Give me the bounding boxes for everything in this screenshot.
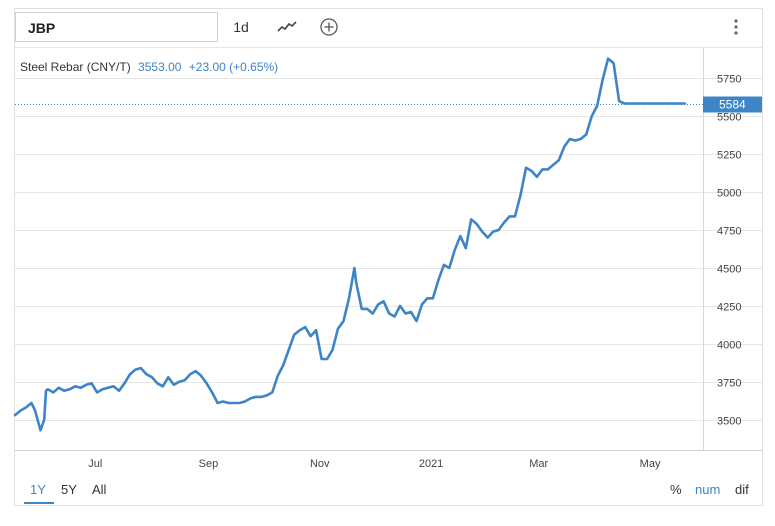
add-indicator-button[interactable] <box>316 14 342 40</box>
bottom-controls: 1Y 5Y All % num dif <box>14 476 763 506</box>
range-all-button[interactable]: All <box>92 482 107 497</box>
line-chart-button[interactable] <box>274 14 300 40</box>
legend-value: 3553.00 <box>138 60 182 74</box>
chart-toolbar <box>14 8 763 48</box>
symbol-text: JBP <box>28 20 56 36</box>
plus-circle-icon <box>320 18 338 36</box>
legend-series-name: Steel Rebar (CNY/T) <box>20 60 131 74</box>
range-1y-button[interactable]: 1Y <box>30 482 46 497</box>
more-options-button[interactable] <box>726 14 746 40</box>
last-value-label: 5584 <box>719 98 746 112</box>
y-tick-label: 4750 <box>717 226 741 238</box>
y-tick-label: 5000 <box>717 188 741 200</box>
mode-num-button[interactable]: num <box>695 482 721 497</box>
mode-dif-button[interactable]: dif <box>735 482 749 497</box>
y-tick-label: 3750 <box>717 378 741 390</box>
y-tick-label: 5500 <box>717 112 741 124</box>
y-tick-label: 3500 <box>717 416 741 428</box>
chart-legend: Steel Rebar (CNY/T) 3553.00 +23.00 (+0.6… <box>20 60 278 74</box>
mode-percent-button[interactable]: % <box>670 482 682 497</box>
x-tick-label: Mar <box>529 458 548 470</box>
range-5y-button[interactable]: 5Y <box>61 482 77 497</box>
line-chart-icon <box>277 21 297 32</box>
vertical-dots-icon <box>734 19 738 35</box>
symbol-input[interactable]: JBP <box>15 12 218 42</box>
x-tick-label: 2021 <box>419 458 443 470</box>
last-value-badge <box>703 96 762 113</box>
x-tick-label: Nov <box>310 458 330 470</box>
y-tick-label: 4500 <box>717 264 741 276</box>
chart-frame <box>14 8 763 506</box>
period-button[interactable]: 1d <box>233 19 249 35</box>
x-tick-label: Jul <box>88 458 102 470</box>
x-tick-label: May <box>640 458 661 470</box>
y-tick-label: 5750 <box>717 74 741 86</box>
active-range-indicator <box>24 502 54 504</box>
y-tick-label: 5250 <box>717 150 741 162</box>
series-line <box>13 57 687 432</box>
legend-change: +23.00 (+0.65%) <box>188 60 279 74</box>
x-tick-label: Sep <box>199 458 219 470</box>
y-tick-label: 4250 <box>717 302 741 314</box>
y-tick-label: 4000 <box>717 340 741 352</box>
